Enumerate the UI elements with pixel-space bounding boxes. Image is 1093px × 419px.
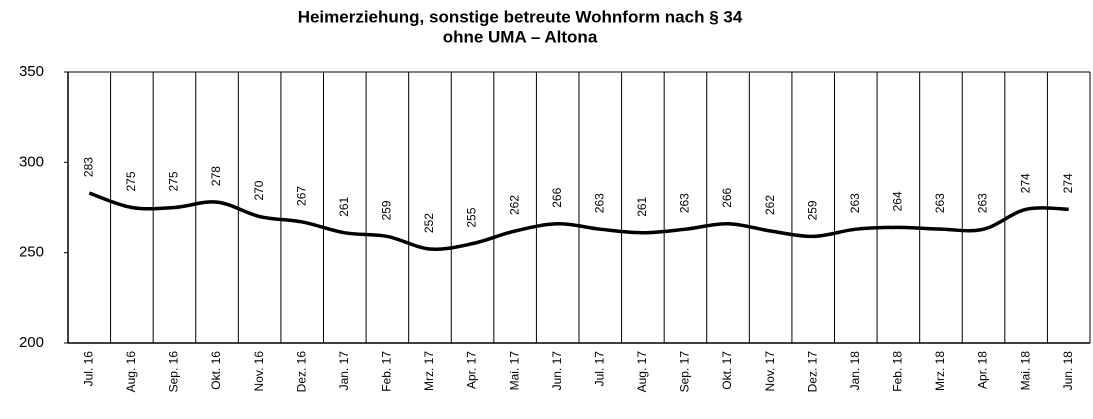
value-label: 252: [422, 213, 436, 233]
y-tick-label: 200: [19, 334, 44, 351]
line: [88, 191, 1069, 252]
value-label: 283: [81, 157, 95, 177]
x-tick-label: Dez. 16: [294, 351, 308, 393]
x-tick-label: Nov. 16: [252, 351, 266, 392]
value-label: 263: [592, 193, 606, 213]
value-label: 263: [933, 193, 947, 213]
chart-title: ohne UMA – Altona: [443, 27, 598, 46]
x-tick-label: Aug. 17: [635, 351, 649, 393]
x-tick-label: Mai. 17: [507, 351, 521, 391]
value-label: 262: [763, 195, 777, 215]
value-label: 263: [678, 193, 692, 213]
value-label: 259: [380, 200, 394, 220]
y-tick-label: 250: [19, 244, 44, 261]
x-tick-label: Mai. 18: [1018, 351, 1032, 391]
x-tick-label: Jan. 17: [337, 351, 351, 391]
value-label: 262: [507, 195, 521, 215]
value-label: 263: [976, 193, 990, 213]
value-label: 275: [124, 171, 138, 191]
x-tick-label: Feb. 18: [891, 351, 905, 392]
x-tick-label: Jun. 18: [1061, 351, 1075, 391]
value-label: 264: [891, 191, 905, 211]
x-tick-label: Mrz. 18: [933, 351, 947, 391]
value-label: 270: [252, 180, 266, 200]
x-tick-label: Jul. 16: [81, 351, 95, 387]
x-tick-label: Dez. 17: [805, 351, 819, 393]
value-label: 275: [167, 171, 181, 191]
value-label: 266: [550, 187, 564, 207]
value-label: 267: [294, 186, 308, 206]
value-label: 261: [337, 196, 351, 216]
x-tick-label: Sep. 17: [678, 351, 692, 393]
x-tick-label: Okt. 17: [720, 351, 734, 390]
value-label: 255: [465, 207, 479, 227]
value-label: 274: [1061, 173, 1075, 193]
x-tick-label: Jul. 17: [592, 351, 606, 387]
value-label: 266: [720, 187, 734, 207]
x-tick-label: Apr. 18: [976, 351, 990, 389]
x-tick-label: Jan. 18: [848, 351, 862, 391]
y-tick-label: 300: [19, 153, 44, 170]
x-tick-label: Feb. 17: [380, 351, 394, 392]
value-label: 261: [635, 196, 649, 216]
value-label: 274: [1018, 173, 1032, 193]
x-tick-label: Jun. 17: [550, 351, 564, 391]
chart-title: Heimerziehung, sonstige betreute Wohnfor…: [298, 7, 743, 26]
value-label: 263: [848, 193, 862, 213]
x-tick-label: Aug. 16: [124, 351, 138, 393]
x-tick-label: Apr. 17: [465, 351, 479, 389]
x-tick-label: Sep. 16: [167, 351, 181, 393]
value-label: 278: [209, 166, 223, 186]
x-tick-label: Nov. 17: [763, 351, 777, 392]
x-tick-label: Okt. 16: [209, 351, 223, 390]
y-tick-label: 350: [19, 63, 44, 80]
x-tick-label: Mrz. 17: [422, 351, 436, 391]
value-label: 259: [805, 200, 819, 220]
